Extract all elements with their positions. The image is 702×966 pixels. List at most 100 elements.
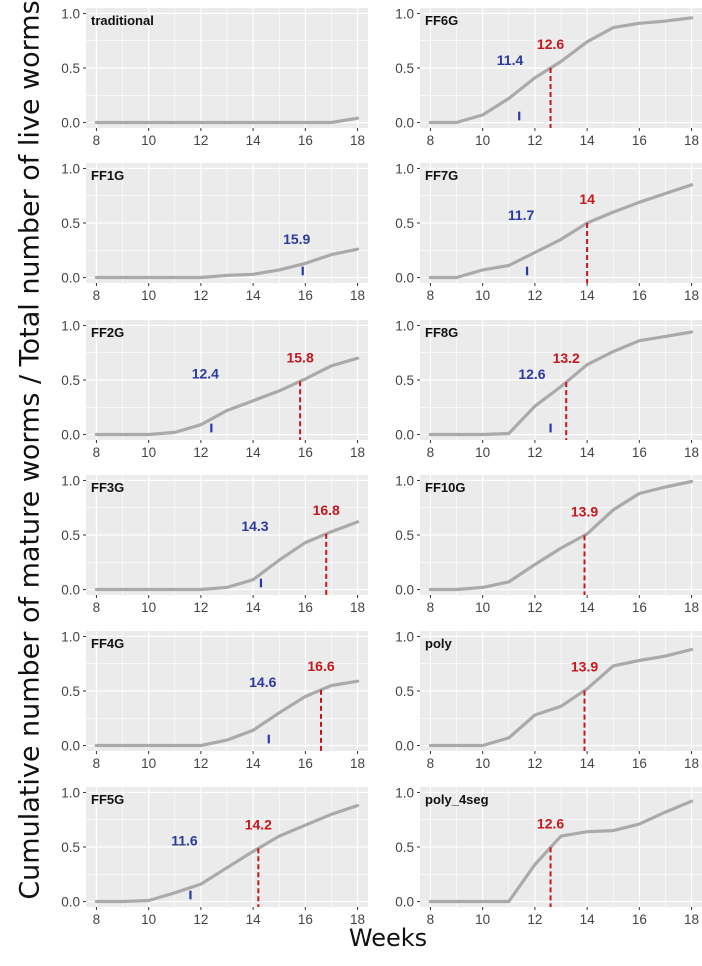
x-tick-label: 12 [527,600,542,615]
x-tick-label: 12 [527,912,542,927]
y-tick-label: 0.5 [61,61,80,76]
y-tick-label: 0.0 [61,116,80,131]
x-tick-label: 8 [93,288,101,303]
blue-marker-label: 12.6 [518,366,545,382]
x-tick-label: 10 [475,133,490,148]
x-tick-label: 18 [350,133,365,148]
x-tick-label: 18 [350,600,365,615]
x-tick-label: 16 [632,288,647,303]
y-tick-label: 0.5 [61,216,80,231]
x-tick-label: 10 [141,600,156,615]
x-tick-label: 14 [580,133,596,148]
y-tick-label: 0.5 [61,528,80,543]
x-tick-label: 8 [93,756,101,771]
x-tick-label: 18 [684,756,699,771]
red-marker-label: 14.2 [245,816,272,832]
y-tick-label: 0.0 [395,271,414,286]
x-tick-label: 10 [475,600,490,615]
series-line [428,799,694,904]
x-tick-label: 10 [141,288,156,303]
y-tick-label: 1.0 [395,318,414,333]
x-tick-label: 14 [246,912,262,927]
blue-marker-label: 14.6 [249,674,276,690]
y-tick-label: 0.5 [395,216,414,231]
x-tick-label: 8 [93,133,101,148]
red-marker-label: 13.9 [571,503,598,519]
x-tick-label: 12 [527,445,542,460]
x-tick-label: 10 [475,756,490,771]
x-tick-label: 16 [298,445,313,460]
y-tick-label: 0.5 [395,61,414,76]
x-tick-label: 12 [193,756,208,771]
x-tick-label: 12 [527,756,542,771]
y-tick-label: 1.0 [61,473,80,488]
x-tick-label: 14 [580,756,596,771]
panel-title: FF3G [91,480,124,495]
x-tick-label: 10 [141,912,156,927]
x-tick-label: 10 [141,445,156,460]
x-tick-label: 16 [632,600,647,615]
x-tick-label: 16 [632,445,647,460]
x-tick-label: 18 [684,288,699,303]
panel-title: FF6G [425,13,458,28]
series-line [428,16,694,125]
panel-FF7G: 8 10 12 14 16 18 0.0 0.5 1.0 FF7G 14 11.7 [395,161,702,303]
y-tick-label: 0.0 [61,583,80,598]
series-line [428,479,694,592]
x-tick-label: 10 [141,756,156,771]
series-line [94,679,360,748]
red-marker-label: 15.8 [286,349,313,365]
y-axis-title: Cumulative number of mature worms / Tota… [14,0,46,900]
y-tick-label: 0.0 [61,271,80,286]
y-tick-label: 1.0 [61,161,80,176]
x-tick-label: 16 [632,912,647,927]
red-marker-label: 13.2 [553,350,580,366]
y-tick-label: 0.5 [395,684,414,699]
x-axis-title: Weeks [348,924,428,952]
x-tick-label: 18 [684,445,699,460]
x-tick-label: 8 [427,600,435,615]
y-tick-label: 1.0 [61,629,80,644]
y-tick-label: 0.0 [395,428,414,443]
blue-marker-label: 11.6 [171,832,198,848]
panel-FF6G: 8 10 12 14 16 18 0.0 0.5 1.0 FF6G 12.6 11.4 [395,6,702,148]
x-tick-label: 8 [93,600,101,615]
panel-title: poly [425,636,452,651]
x-tick-label: 18 [350,288,365,303]
panel-FF5G: 8 10 12 14 16 18 0.0 0.5 1.0 FF5G 14.2 11.6 [61,785,368,927]
panel-traditional: 8 10 12 14 16 18 0.0 0.5 1.0 traditional [61,6,368,148]
x-tick-label: 12 [527,133,542,148]
y-tick-label: 1.0 [61,785,80,800]
red-marker-label: 12.6 [537,815,564,831]
blue-marker-label: 15.9 [283,231,310,247]
panel-FF10G: 8 10 12 14 16 18 0.0 0.5 1.0 FF10G 13.9 [395,473,702,615]
y-tick-label: 1.0 [395,473,414,488]
panel-title: FF10G [425,480,465,495]
x-tick-label: 10 [475,288,490,303]
panel-FF1G: 8 10 12 14 16 18 0.0 0.5 1.0 FF1G 15.9 [61,161,368,303]
y-tick-label: 0.0 [395,116,414,131]
x-tick-label: 16 [298,288,313,303]
x-tick-label: 8 [427,288,435,303]
blue-marker-label: 11.7 [508,207,535,223]
x-tick-label: 16 [298,600,313,615]
series-line [428,183,694,280]
y-tick-label: 0.0 [61,428,80,443]
x-tick-label: 14 [580,912,596,927]
y-tick-label: 0.5 [395,840,414,855]
y-tick-label: 0.0 [395,739,414,754]
y-tick-label: 1.0 [395,6,414,21]
panel-FF2G: 8 10 12 14 16 18 0.0 0.5 1.0 FF2G 15.8 12.4 [61,318,368,460]
x-tick-label: 16 [632,133,647,148]
x-tick-label: 18 [350,756,365,771]
x-tick-label: 8 [427,912,435,927]
blue-marker-label: 11.4 [497,52,524,68]
x-tick-label: 12 [193,133,208,148]
x-tick-label: 12 [193,912,208,927]
red-marker-label: 16.8 [313,502,340,518]
y-tick-label: 0.0 [395,895,414,910]
series-line [94,520,360,592]
series-line [94,356,360,437]
panel-title: FF8G [425,325,458,340]
x-tick-label: 10 [475,445,490,460]
